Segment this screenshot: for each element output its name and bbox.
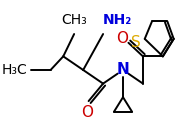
Text: O: O — [116, 31, 128, 46]
Text: N: N — [117, 62, 129, 77]
Text: H₃C: H₃C — [1, 63, 27, 77]
Text: O: O — [81, 105, 93, 120]
Text: S: S — [131, 35, 141, 50]
Text: CH₃: CH₃ — [61, 13, 87, 27]
Text: NH₂: NH₂ — [103, 13, 132, 27]
